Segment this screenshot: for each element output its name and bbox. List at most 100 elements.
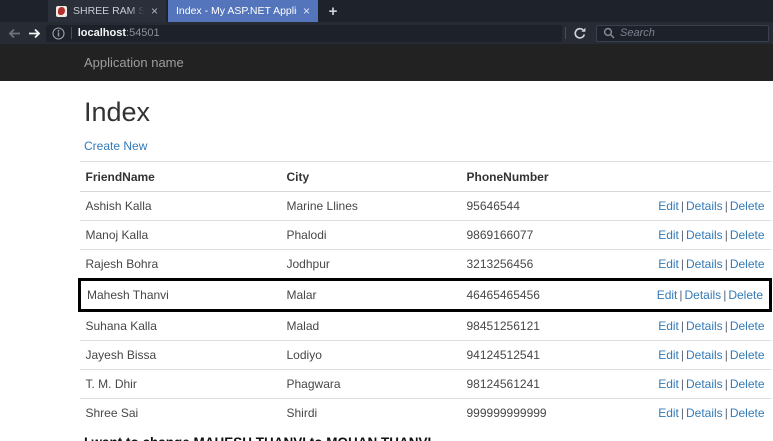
header-phonenumber: PhoneNumber xyxy=(460,161,635,192)
reload-icon xyxy=(574,27,586,39)
city-cell: Lodiyo xyxy=(280,340,461,370)
details-link[interactable]: Details xyxy=(686,199,723,213)
phone-number-cell: 9869166077 xyxy=(460,220,635,250)
app-brand-link[interactable]: Application name xyxy=(84,55,184,70)
edit-link[interactable]: Edit xyxy=(658,257,679,271)
delete-link[interactable]: Delete xyxy=(728,288,763,302)
tab-shree-ram-sharnam[interactable]: SHREE RAM SHARNAM - Int × xyxy=(48,0,166,22)
edit-link[interactable]: Edit xyxy=(656,288,678,302)
friend-name-cell: Mahesh Thanvi xyxy=(79,279,281,311)
delete-link[interactable]: Delete xyxy=(729,257,765,271)
actions-cell: Edit | Details | Delete xyxy=(634,249,771,280)
delete-link[interactable]: Delete xyxy=(729,228,765,242)
table-row: Ashish Kalla Marine Llines 95646544 Edit… xyxy=(80,192,771,221)
actions-cell: Edit | Details | Delete xyxy=(635,192,771,221)
address-bar[interactable]: localhost:54501 xyxy=(45,24,562,42)
details-link[interactable]: Details xyxy=(686,377,723,391)
friend-name-cell: Rajesh Bohra xyxy=(79,249,281,280)
friend-name-cell: Manoj Kalla xyxy=(79,220,281,250)
action-separator: | xyxy=(680,319,684,333)
action-separator: | xyxy=(724,348,728,362)
edit-link[interactable]: Edit xyxy=(658,228,679,242)
actions-cell: Edit | Details | Delete xyxy=(634,369,771,399)
delete-link[interactable]: Delete xyxy=(729,319,765,333)
back-button[interactable] xyxy=(4,24,24,42)
tab-close-icon[interactable]: × xyxy=(150,4,158,18)
page-url: localhost:54501 xyxy=(78,27,160,39)
edit-link[interactable]: Edit xyxy=(658,377,679,391)
city-cell: Phagwara xyxy=(280,369,461,399)
tab-title: SHREE RAM SHARNAM - Int xyxy=(73,5,145,17)
action-separator: | xyxy=(680,406,684,420)
delete-link[interactable]: Delete xyxy=(729,348,765,362)
city-cell: Jodhpur xyxy=(280,249,461,280)
actions-cell: Edit | Details | Delete xyxy=(634,220,771,250)
tab-index-aspnet[interactable]: Index - My ASP.NET Application × xyxy=(168,0,318,22)
details-link[interactable]: Details xyxy=(686,348,723,362)
page-content: Index Create New FriendName City PhoneNu… xyxy=(78,97,772,441)
new-tab-button[interactable]: + xyxy=(328,2,338,20)
table-row: Jayesh Bissa Lodiyo 94124512541 Edit | Det… xyxy=(79,340,771,370)
forward-button[interactable] xyxy=(24,24,44,42)
action-separator: | xyxy=(679,288,683,302)
phone-number-cell: 95646544 xyxy=(466,199,520,213)
url-host: localhost xyxy=(77,27,127,39)
header-actions xyxy=(634,161,771,192)
reload-button[interactable] xyxy=(568,24,591,42)
action-separator: | xyxy=(680,199,684,213)
table-header-row: FriendName City PhoneNumber xyxy=(79,161,771,192)
delete-link[interactable]: Delete xyxy=(729,199,765,213)
city-cell: Marine Llines xyxy=(286,199,358,213)
table-row: Suhana Kalla Malad 98451256121 Edit | Deta… xyxy=(79,310,771,341)
friend-name-cell: Jayesh Bissa xyxy=(79,340,281,370)
action-separator: | xyxy=(724,257,728,271)
details-link[interactable]: Details xyxy=(684,288,722,302)
browser-search-box[interactable] xyxy=(596,24,769,42)
header-city: City xyxy=(280,161,461,192)
table-row: T. M. Dhir Phagwara 98124561241 Edit | Det… xyxy=(79,369,771,399)
details-link[interactable]: Details xyxy=(686,257,723,271)
details-link[interactable]: Details xyxy=(686,319,723,333)
details-link[interactable]: Details xyxy=(686,228,723,242)
friend-name-cell: Shree Sai xyxy=(79,398,281,427)
action-separator: | xyxy=(680,377,684,391)
table-row: Shree Sai Shirdi 999999999999 Edit | Detai… xyxy=(79,398,771,427)
edit-link[interactable]: Edit xyxy=(658,319,679,333)
delete-link[interactable]: Delete xyxy=(729,377,765,391)
delete-link[interactable]: Delete xyxy=(729,406,765,420)
search-icon xyxy=(603,27,615,39)
tab-close-icon[interactable]: × xyxy=(302,4,310,18)
tab-title: Index - My ASP.NET Application xyxy=(176,5,297,17)
actions-cell: Edit | Details | Delete xyxy=(634,279,771,311)
url-port: :54501 xyxy=(126,27,160,39)
city-cell: Malad xyxy=(280,310,461,341)
address-divider xyxy=(70,27,72,39)
details-link[interactable]: Details xyxy=(686,406,723,420)
action-separator: | xyxy=(723,288,727,302)
action-separator: | xyxy=(680,348,684,362)
app-navbar: Application name xyxy=(0,44,773,81)
create-new-link[interactable]: Create New xyxy=(84,139,148,153)
back-arrow-icon xyxy=(8,28,21,38)
city-cell: Shirdi xyxy=(280,398,461,427)
forward-arrow-icon xyxy=(28,28,40,38)
edit-link[interactable]: Edit xyxy=(658,199,679,213)
edit-link[interactable]: Edit xyxy=(658,406,679,420)
edit-link[interactable]: Edit xyxy=(658,348,679,362)
action-separator: | xyxy=(724,228,728,242)
action-separator: | xyxy=(680,257,684,271)
city-cell: Phalodi xyxy=(280,220,461,250)
browser-toolbar: localhost:54501 xyxy=(0,22,773,44)
phone-number-cell: 3213256456 xyxy=(460,249,635,280)
action-separator: | xyxy=(724,377,728,391)
actions-cell: Edit | Details | Delete xyxy=(634,310,771,341)
action-separator: | xyxy=(724,319,728,333)
phone-number-cell: 98451256121 xyxy=(460,310,635,341)
header-friendname: FriendName xyxy=(79,161,281,192)
phone-number-cell: 999999999999 xyxy=(460,398,635,427)
table-row: Mahesh Thanvi Malar 46465465456 Edit | Det… xyxy=(79,279,771,311)
city-cell: Malar xyxy=(280,279,461,311)
actions-cell: Edit | Details | Delete xyxy=(634,340,771,370)
phone-number-cell: 98124561241 xyxy=(460,369,635,399)
search-input[interactable] xyxy=(620,27,762,39)
